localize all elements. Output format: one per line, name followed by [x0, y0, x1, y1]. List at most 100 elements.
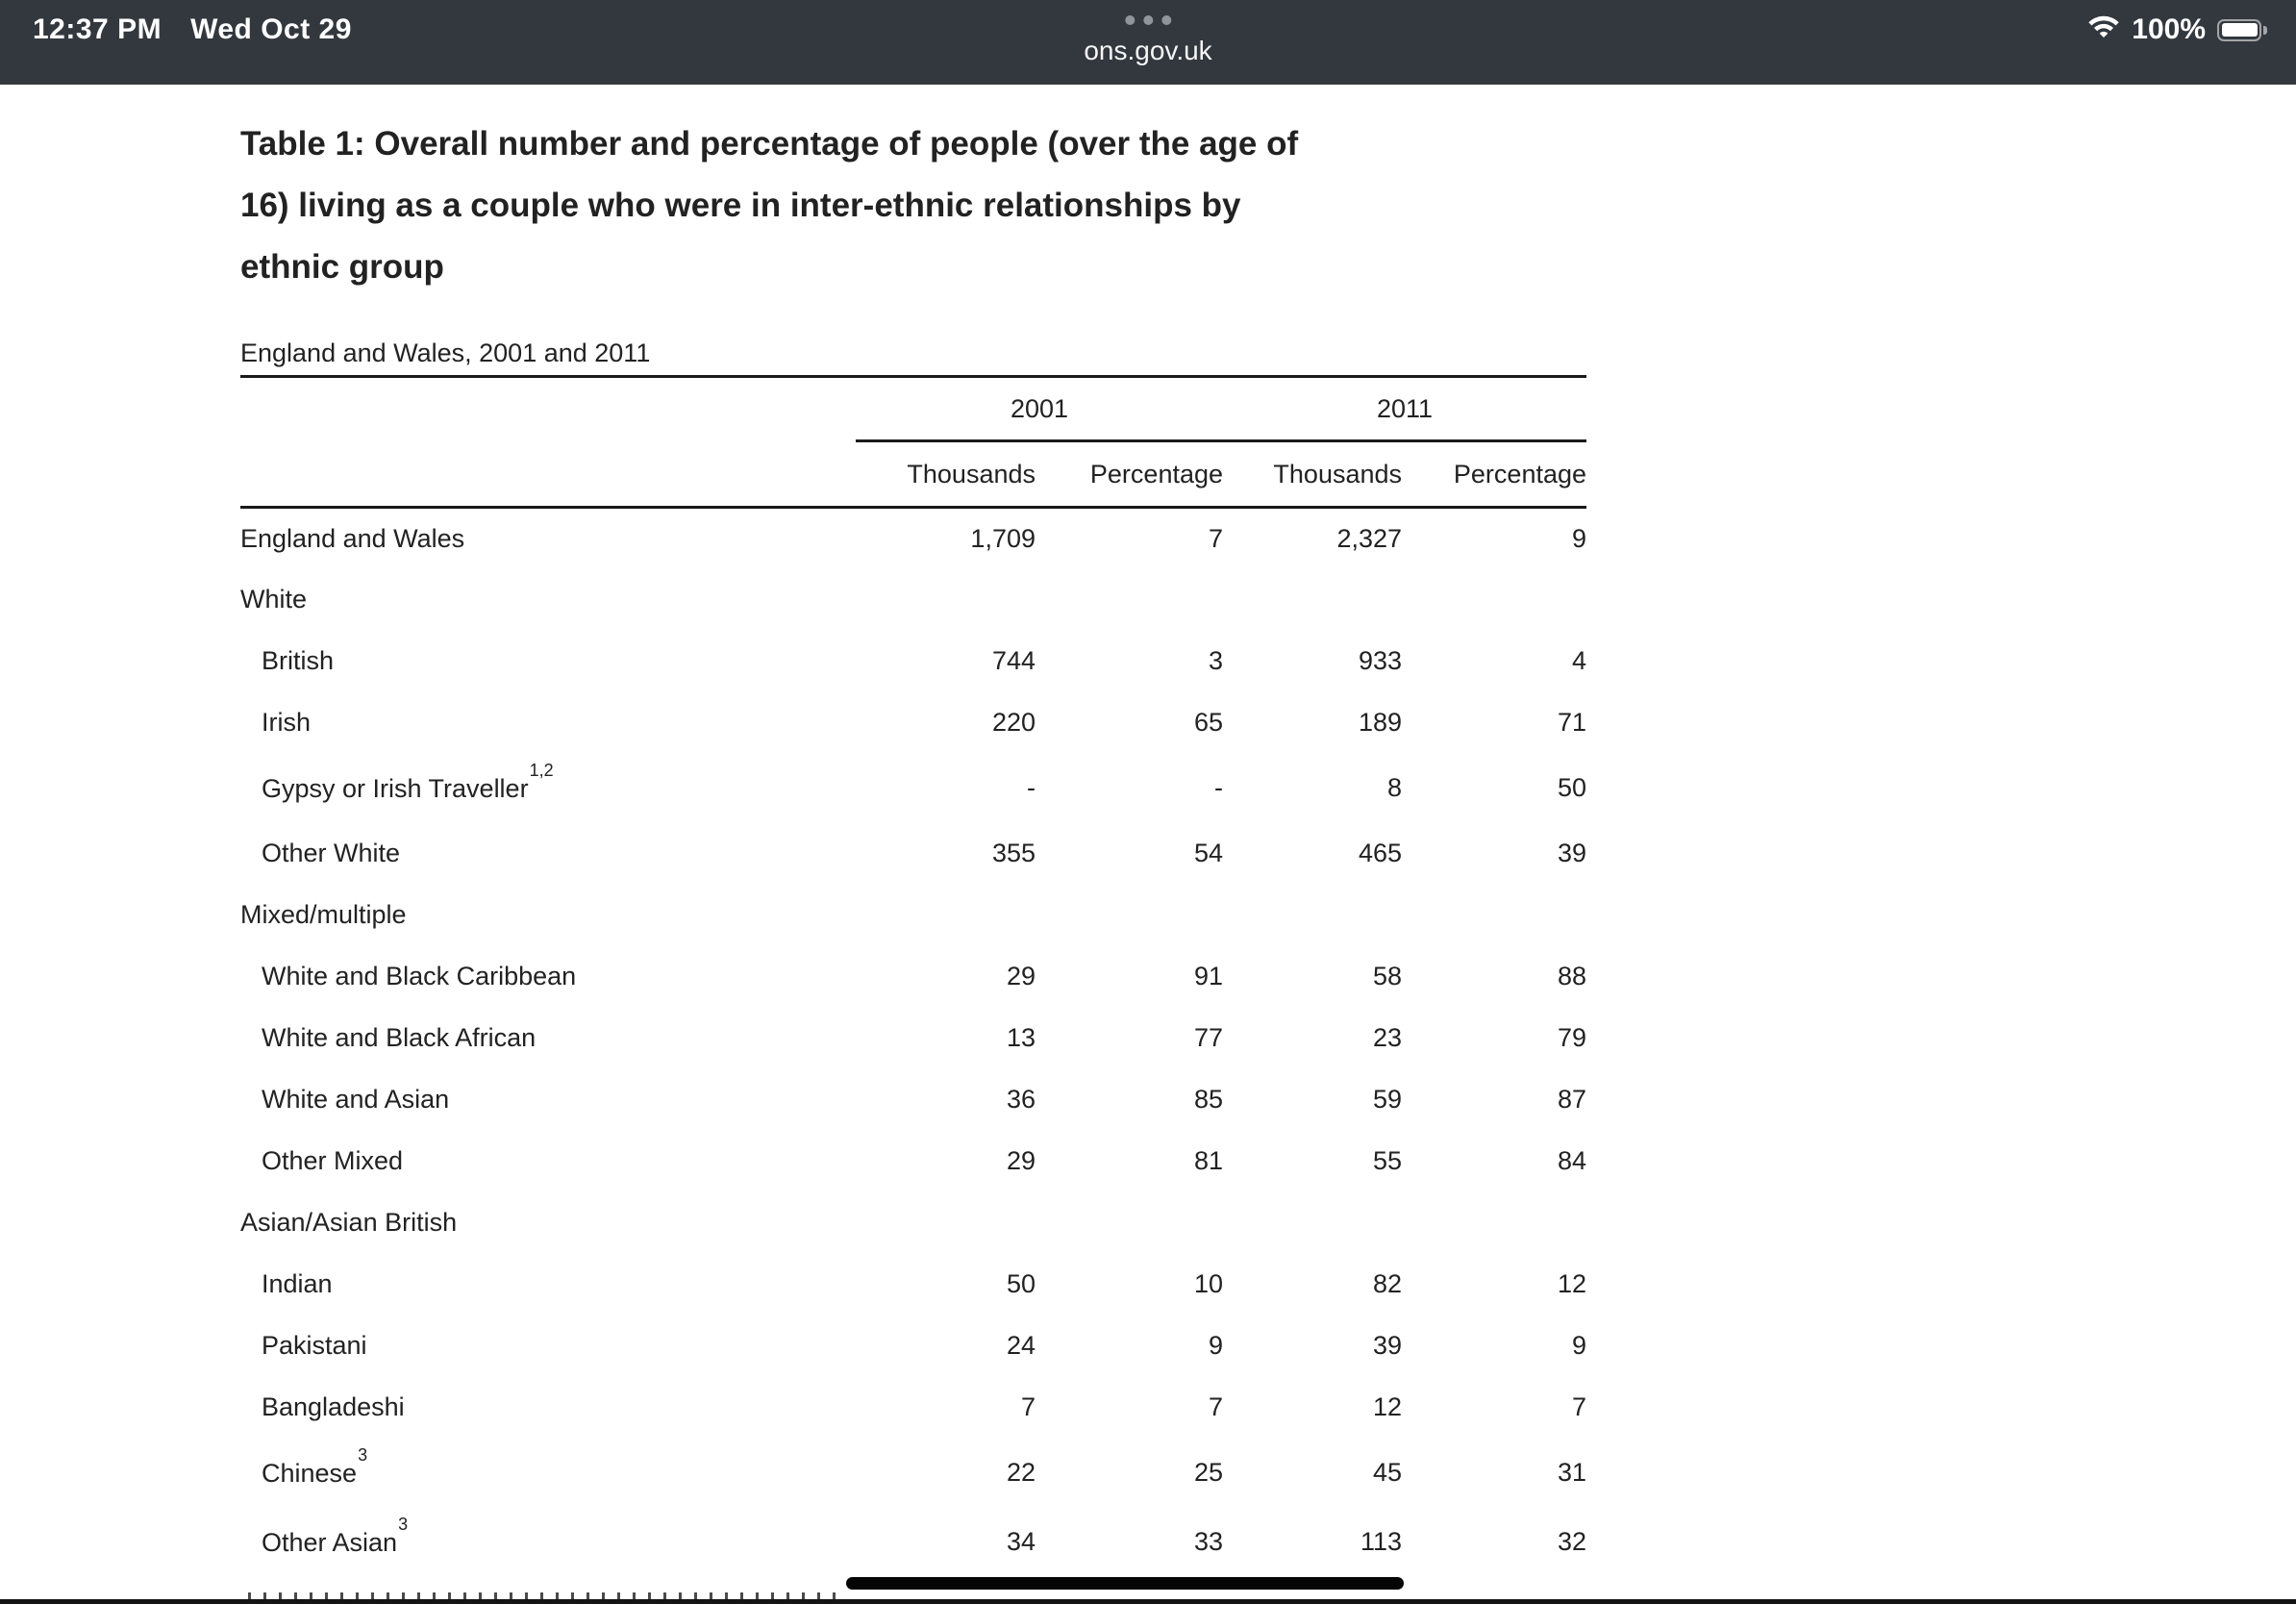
cell-value: 465	[1358, 839, 1403, 867]
row-label: Asian/Asian British	[240, 1192, 856, 1254]
column-header: Percentage	[1036, 440, 1224, 509]
table-subtitle: England and Wales, 2001 and 2011	[240, 338, 651, 367]
row-label: White and Black African	[240, 1008, 856, 1069]
cell-value: 9	[1571, 1331, 1587, 1360]
cell-value	[856, 1192, 1036, 1254]
cell-value: 12	[1557, 1269, 1587, 1298]
empty-cell	[240, 440, 856, 509]
cell-value: 55	[1372, 1146, 1403, 1175]
cell-value: 54	[1193, 839, 1224, 867]
table-body: England and Wales 1,709 7 2,327 9 White Britis…	[240, 508, 1586, 1577]
table-row: Irish 220 65 189 71	[240, 692, 1586, 754]
cell-value: 4	[1571, 646, 1587, 675]
table-row: Indian 50 10 82 12	[240, 1254, 1586, 1316]
cell-value: 32	[1557, 1527, 1587, 1556]
cell-value	[1402, 885, 1586, 946]
row-label: Indian	[240, 1254, 856, 1316]
cell-value: 39	[1372, 1331, 1403, 1360]
cell-value: 220	[991, 708, 1036, 737]
cell-value: 13	[1006, 1023, 1036, 1052]
row-label: White and Black Caribbean	[240, 946, 856, 1008]
footnote-marker: 3	[398, 1515, 409, 1534]
row-label: Pakistani	[240, 1316, 856, 1377]
clock-date: Wed Oct 29	[190, 13, 352, 45]
title-line: ethnic group	[240, 248, 444, 286]
row-label-text: White and Black Caribbean	[262, 962, 577, 990]
table-row: Pakistani 24 9 39 9	[240, 1316, 1586, 1377]
table-row: Other Mixed 29 81 55 84	[240, 1131, 1586, 1192]
cell-value	[1036, 885, 1223, 946]
row-label-text: Bangladeshi	[262, 1392, 405, 1421]
cell-value: 12	[1372, 1392, 1403, 1421]
cell-value	[1036, 1192, 1223, 1254]
cell-value: 34	[1006, 1527, 1036, 1556]
multitask-ellipsis-icon[interactable]	[1084, 15, 1211, 25]
row-label-text: Mixed/multiple	[240, 900, 407, 929]
footnote-marker: 1,2	[529, 761, 554, 780]
dot-icon	[1161, 15, 1171, 25]
clock-time: 12:37 PM	[33, 13, 162, 45]
row-label: Irish	[240, 692, 856, 754]
cell-value: 45	[1372, 1458, 1403, 1487]
row-label-text: Irish	[262, 708, 312, 737]
viewport-bottom-edge	[0, 1599, 2296, 1604]
cell-value: 24	[1006, 1331, 1036, 1360]
row-label-text: White	[240, 585, 308, 614]
cell-value: 39	[1557, 839, 1587, 867]
dot-icon	[1125, 15, 1135, 25]
cell-value: 23	[1372, 1023, 1403, 1052]
cell-value: 10	[1193, 1269, 1224, 1298]
year-header-row: 2001 2011	[240, 376, 1587, 442]
empty-cell	[240, 377, 856, 441]
title-line: 16) living as a couple who were in inter…	[240, 187, 1241, 224]
url-bar[interactable]: ons.gov.uk	[1084, 36, 1212, 65]
cell-value: 933	[1358, 646, 1403, 675]
cell-value: 84	[1557, 1146, 1587, 1175]
row-label: Chinese3	[240, 1439, 856, 1508]
row-label-text: Gypsy or Irish Traveller	[262, 774, 529, 803]
row-label: British	[240, 631, 856, 692]
status-bar: 12:37 PM Wed Oct 29 ons.gov.uk 100%	[0, 0, 2296, 85]
cell-value: 744	[991, 646, 1036, 675]
dot-icon	[1143, 15, 1153, 25]
column-header-row: Thousands Percentage Thousands Percentag…	[240, 440, 1587, 509]
cell-value: 82	[1372, 1269, 1403, 1298]
data-table-wrap: 2001 2011 Thousands Percentage Thousands…	[240, 375, 1587, 1577]
row-label-text: White and Black African	[262, 1023, 537, 1052]
cell-value: 113	[1360, 1527, 1403, 1556]
cell-value: 59	[1372, 1085, 1403, 1114]
cell-value: 29	[1006, 1146, 1036, 1175]
cell-value: 7	[1571, 1392, 1587, 1421]
cell-value	[1223, 885, 1402, 946]
cell-value: 189	[1358, 708, 1403, 737]
row-label-text: England and Wales	[240, 523, 465, 553]
row-label-text: Indian	[262, 1269, 333, 1298]
cell-value: 29	[1006, 962, 1036, 990]
cell-value: 3	[1208, 646, 1224, 675]
cell-value	[856, 569, 1036, 631]
cell-value: 7	[1208, 523, 1224, 553]
row-label-text: British	[262, 646, 335, 675]
column-header: Thousands	[856, 440, 1036, 509]
cell-value: -	[1027, 773, 1036, 802]
battery-icon	[2217, 18, 2267, 41]
cell-value: 91	[1193, 962, 1224, 990]
row-label: England and Wales	[240, 508, 856, 569]
cell-value: 9	[1571, 523, 1587, 553]
row-label-text: White and Asian	[262, 1085, 450, 1114]
row-label: Bangladeshi	[240, 1377, 856, 1439]
page-title: Table 1: Overall number and percentage o…	[240, 113, 1298, 298]
row-label: Other White	[240, 823, 856, 885]
wifi-icon	[2087, 13, 2120, 46]
row-label-text: Asian/Asian British	[240, 1208, 458, 1237]
column-header: Thousands	[1223, 440, 1403, 509]
row-label-text: Other White	[262, 839, 401, 867]
cutoff-text-row	[248, 1592, 844, 1599]
cell-value: 58	[1372, 962, 1403, 990]
cell-value: 71	[1557, 708, 1587, 737]
cell-value: 65	[1193, 708, 1224, 737]
cell-value: 31	[1557, 1458, 1587, 1487]
cell-value	[1402, 1192, 1586, 1254]
row-label: White	[240, 569, 856, 631]
horizontal-scrollbar[interactable]	[846, 1577, 1404, 1590]
